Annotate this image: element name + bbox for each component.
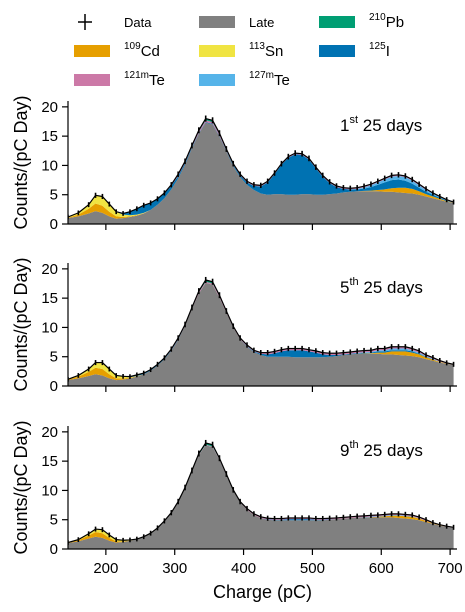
legend-item-te127m: 127mTe bbox=[199, 70, 290, 89]
y-tick-label: 15 bbox=[41, 290, 58, 307]
legend-swatch-te127m bbox=[199, 74, 235, 86]
data-line-segment bbox=[343, 352, 350, 353]
y-tick-label: 5 bbox=[50, 512, 58, 529]
legend-item-data: Data bbox=[78, 14, 152, 30]
y-tick-label: 15 bbox=[41, 128, 58, 145]
legend-label-late: Late bbox=[249, 15, 274, 30]
legend-item-i125: 125I bbox=[319, 41, 390, 60]
legend-item-sn113: 113Sn bbox=[199, 41, 283, 60]
y-axis-label: Counts/(pC Day) bbox=[11, 420, 31, 554]
data-line-segment bbox=[350, 188, 357, 189]
y-axis-label: Counts/(pC Day) bbox=[11, 257, 31, 391]
x-tick-label: 300 bbox=[162, 560, 187, 577]
y-tick-label: 10 bbox=[41, 157, 58, 174]
panel-label: 5th 25 days bbox=[340, 276, 423, 297]
data-line-segment bbox=[357, 351, 364, 352]
legend-swatch-late bbox=[199, 16, 235, 28]
data-line-segment bbox=[350, 516, 357, 517]
data-line-segment bbox=[281, 518, 288, 519]
legend-label-sn113: 113Sn bbox=[249, 41, 283, 60]
y-tick-label: 10 bbox=[41, 319, 58, 336]
y-tick-label: 0 bbox=[50, 378, 58, 395]
data-line-segment bbox=[364, 515, 371, 516]
y-tick-label: 10 bbox=[41, 482, 58, 499]
data-line-segment bbox=[323, 353, 330, 354]
panel-label: 9th 25 days bbox=[340, 439, 423, 460]
legend-swatch-pb210 bbox=[319, 16, 355, 28]
legend-swatch-cd109 bbox=[74, 45, 110, 57]
y-tick-label: 5 bbox=[50, 187, 58, 204]
x-tick-label: 500 bbox=[300, 560, 325, 577]
data-line-segment bbox=[254, 185, 261, 186]
area-late bbox=[68, 283, 454, 386]
data-line-segment bbox=[378, 514, 385, 515]
x-tick-label: 400 bbox=[231, 560, 256, 577]
y-axis-label: Counts/(pC Day) bbox=[11, 95, 31, 229]
legend-item-cd109: 109Cd bbox=[74, 41, 160, 60]
x-axis-label: Charge (pC) bbox=[213, 582, 312, 602]
legend-label-pb210: 210Pb bbox=[369, 12, 404, 31]
legend-item-pb210: 210Pb bbox=[319, 12, 404, 31]
data-line-segment bbox=[398, 514, 405, 515]
data-line-segment bbox=[343, 188, 350, 189]
data-line-segment bbox=[343, 517, 350, 518]
y-tick-label: 20 bbox=[41, 99, 58, 116]
y-tick-label: 15 bbox=[41, 453, 58, 470]
panel-label: 1st 25 days bbox=[340, 114, 422, 135]
y-tick-label: 5 bbox=[50, 349, 58, 366]
panel-3: 200 300 400 500 600 700 0 5 10 15 20 Counts/(pC Day… bbox=[11, 420, 463, 577]
legend-label-te127m: 127mTe bbox=[249, 70, 290, 89]
legend-item-late: Late bbox=[199, 15, 274, 30]
legend-label-te121m: 121mTe bbox=[124, 70, 165, 89]
data-line-segment bbox=[309, 518, 316, 519]
y-tick-label: 0 bbox=[50, 541, 58, 558]
legend-swatch-i125 bbox=[319, 45, 355, 57]
data-line-segment bbox=[405, 514, 412, 515]
data-line-segment bbox=[295, 153, 302, 154]
x-tick-label: 700 bbox=[438, 560, 463, 577]
area-late bbox=[68, 445, 454, 549]
y-tick-label: 0 bbox=[50, 216, 58, 233]
data-line-segment bbox=[337, 517, 344, 518]
legend-item-te121m: 121mTe bbox=[74, 70, 165, 89]
area-late bbox=[68, 123, 454, 224]
x-tick-label: 200 bbox=[93, 560, 118, 577]
legend-swatch-te121m bbox=[74, 74, 110, 86]
panel-1: 0 5 10 15 20 Counts/(pC Day) 1st 25 days bbox=[11, 95, 457, 233]
y-tick-label: 20 bbox=[41, 261, 58, 278]
x-tick-label: 600 bbox=[369, 560, 394, 577]
panel-2: 0 5 10 15 20 Counts/(pC Day) 5th 25 days bbox=[11, 257, 457, 395]
data-line-segment bbox=[337, 353, 344, 354]
legend-swatch-sn113 bbox=[199, 45, 235, 57]
data-line-segment bbox=[392, 175, 399, 176]
data-line-segment bbox=[385, 514, 392, 515]
data-line-segment bbox=[96, 529, 103, 530]
legend: Data 109Cd 121mTe Late 113Sn 127mTe 210Pb 125I bbox=[74, 12, 404, 89]
data-line-segment bbox=[116, 540, 123, 541]
y-tick-label: 20 bbox=[41, 424, 58, 441]
legend-label-data: Data bbox=[124, 15, 152, 30]
legend-label-cd109: 109Cd bbox=[124, 41, 160, 60]
legend-label-i125: 125I bbox=[369, 41, 390, 60]
